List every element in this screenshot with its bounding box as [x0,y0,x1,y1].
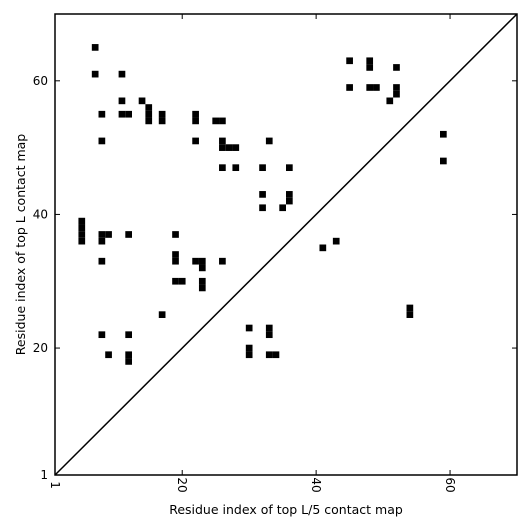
contact-cell [98,331,106,339]
contact-cell [105,231,112,238]
contact-cell [265,324,273,332]
contact-cell [366,57,374,65]
contact-cells [78,44,447,365]
contact-cell [172,231,179,238]
contact-cell [406,304,414,312]
contact-cell [118,97,126,105]
contact-cell [198,277,206,285]
contact-cell [393,90,400,98]
contact-cell [98,137,106,145]
contact-cell [125,110,132,118]
contact-cell [125,351,132,359]
contact-cell [118,110,126,118]
contact-cell [286,191,293,198]
contact-cell [265,137,273,145]
x-tick-label: 20 [175,477,189,492]
contact-cell [198,264,206,272]
contact-cell [198,284,206,292]
contact-cell [192,137,199,145]
contact-cell [138,97,146,105]
axis-ticks: 1 20 40 60 1 20 40 60 [33,14,517,493]
contact-cell [245,344,253,352]
contact-cell [232,144,240,151]
contact-cell [98,231,106,238]
contact-cell [78,224,86,232]
contact-cell [440,130,447,138]
contact-cell [212,117,220,125]
contact-cell [158,110,166,118]
contact-cell [393,64,400,71]
x-tick-label: 1 [48,481,62,489]
contact-cell [198,257,206,265]
contact-cell [440,157,447,165]
contact-cell [272,351,280,359]
contact-cell [245,324,253,332]
y-tick-label: 20 [33,341,48,355]
contact-cell [145,117,153,125]
contact-cell [386,97,394,105]
contact-cell [192,257,199,265]
contact-cell [219,144,226,151]
x-tick-label: 40 [309,477,323,492]
contact-cell [286,197,293,205]
contact-cell [145,110,153,118]
contact-cell [366,64,374,71]
contact-cell [98,110,106,118]
contact-cell [219,137,226,145]
contact-cell [118,70,126,78]
contact-cell [172,257,179,265]
contact-cell [192,110,199,118]
contact-cell [105,351,112,359]
contact-cell [125,231,132,238]
contact-cell [225,144,233,151]
y-tick-label: 60 [33,74,48,88]
contact-cell [259,191,266,198]
contact-cell [192,117,199,125]
contact-cell [178,277,186,285]
contact-cell [172,277,179,285]
contact-cell [125,331,132,339]
contact-cell [158,117,166,125]
contact-cell [98,237,106,245]
contact-cell [332,237,340,245]
contact-cell [346,84,353,91]
contact-cell [172,251,179,258]
contact-cell [346,57,353,65]
contact-cell [219,117,226,125]
plot-frame [54,13,518,476]
contact-cell [78,231,86,238]
contact-cell [366,84,374,91]
contact-cell [259,164,266,172]
contact-cell [279,204,286,212]
contact-cell [373,84,380,91]
contact-cell [265,331,273,339]
contact-cell [91,70,99,78]
contact-cell [78,217,86,225]
contact-cell [245,351,253,359]
contact-cell [91,44,99,51]
contact-cell [78,237,86,245]
contact-cell [219,257,226,265]
contact-cell [125,358,132,365]
contact-cell [265,351,273,359]
contact-cell [219,164,226,172]
y-tick-label: 40 [33,207,48,221]
contact-cell [158,311,166,318]
y-axis-label: Residue index of top L contact map [13,134,28,355]
x-axis-label: Residue index of top L/5 contact map [169,502,403,517]
contact-cell [98,257,106,265]
contact-cell [145,104,153,111]
contact-cell [259,204,266,212]
contact-cell [393,84,400,91]
contact-cell [232,164,240,172]
diagonal-line [54,13,518,476]
contact-cell [286,164,293,172]
x-tick-label: 60 [443,477,457,492]
contact-cell [319,244,327,252]
contact-cell [406,311,414,318]
y-tick-label: 1 [40,468,48,482]
